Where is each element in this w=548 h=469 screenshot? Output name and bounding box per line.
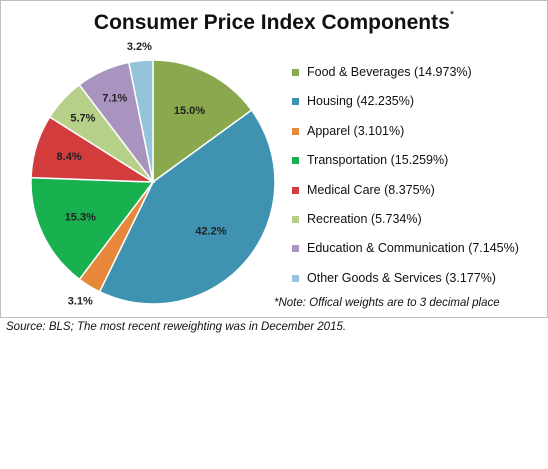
- data-label-education-communication: 7.1%: [102, 93, 127, 105]
- data-label-transportation: 15.3%: [65, 212, 96, 224]
- legend-swatch-food-beverages: [292, 69, 299, 76]
- pie-chart: 15.0% 42.2% 3.1% 15.3% 8.4% 5.7% 7.1% 3.2%: [30, 41, 276, 308]
- pie-slice-other-goods-services: [127, 59, 154, 183]
- legend-swatch-education-communication: [292, 245, 299, 253]
- legend-label-food-beverages: Food & Beverages (14.973%): [307, 65, 472, 79]
- data-label-recreation: 5.7%: [70, 113, 95, 125]
- chart-note: *Note: Offical weights are to 3 decimal …: [274, 297, 500, 309]
- legend-label-education-communication: Education & Communication (7.145%): [307, 241, 519, 256]
- legend-swatch-medical-care: [292, 186, 299, 194]
- legend-label-medical-care: Medical Care (8.375%): [307, 182, 435, 197]
- chart-frame: Consumer Price Index Components* 15.0% 42…: [0, 0, 548, 318]
- title-asterisk: *: [449, 9, 455, 21]
- legend-swatch-other-goods-services: [292, 274, 299, 282]
- source-caption: Source: BLS; The most recent reweighting…: [6, 321, 347, 333]
- data-label-housing: 42.2%: [195, 226, 226, 238]
- legend-label-transportation: Transportation (15.259%): [307, 153, 449, 168]
- legend-swatch-recreation: [292, 215, 299, 223]
- legend-swatch-transportation: [292, 157, 299, 165]
- data-label-apparel: 3.1%: [68, 296, 93, 308]
- chart-title-text: Consumer Price Index Components: [93, 11, 450, 34]
- legend-label-other-goods-services: Other Goods & Services (3.177%): [307, 270, 496, 285]
- legend-swatch-apparel: [292, 127, 299, 135]
- legend-label-recreation: Recreation (5.734%): [307, 211, 422, 226]
- pie-slice-housing: [98, 109, 276, 305]
- pie-slice-food-beverages: [152, 59, 253, 184]
- data-label-other-goods-services: 3.2%: [127, 41, 152, 53]
- pie-slice-transportation: [30, 176, 155, 281]
- legend-label-housing: Housing (42.235%): [307, 94, 415, 109]
- legend-swatch-housing: [292, 98, 299, 106]
- legend-label-apparel: Apparel (3.101%): [307, 123, 405, 138]
- data-label-food-beverages: 15.0%: [174, 105, 205, 117]
- data-label-medical-care: 8.4%: [57, 151, 82, 163]
- chart-title: Consumer Price Index Components*: [1, 9, 547, 35]
